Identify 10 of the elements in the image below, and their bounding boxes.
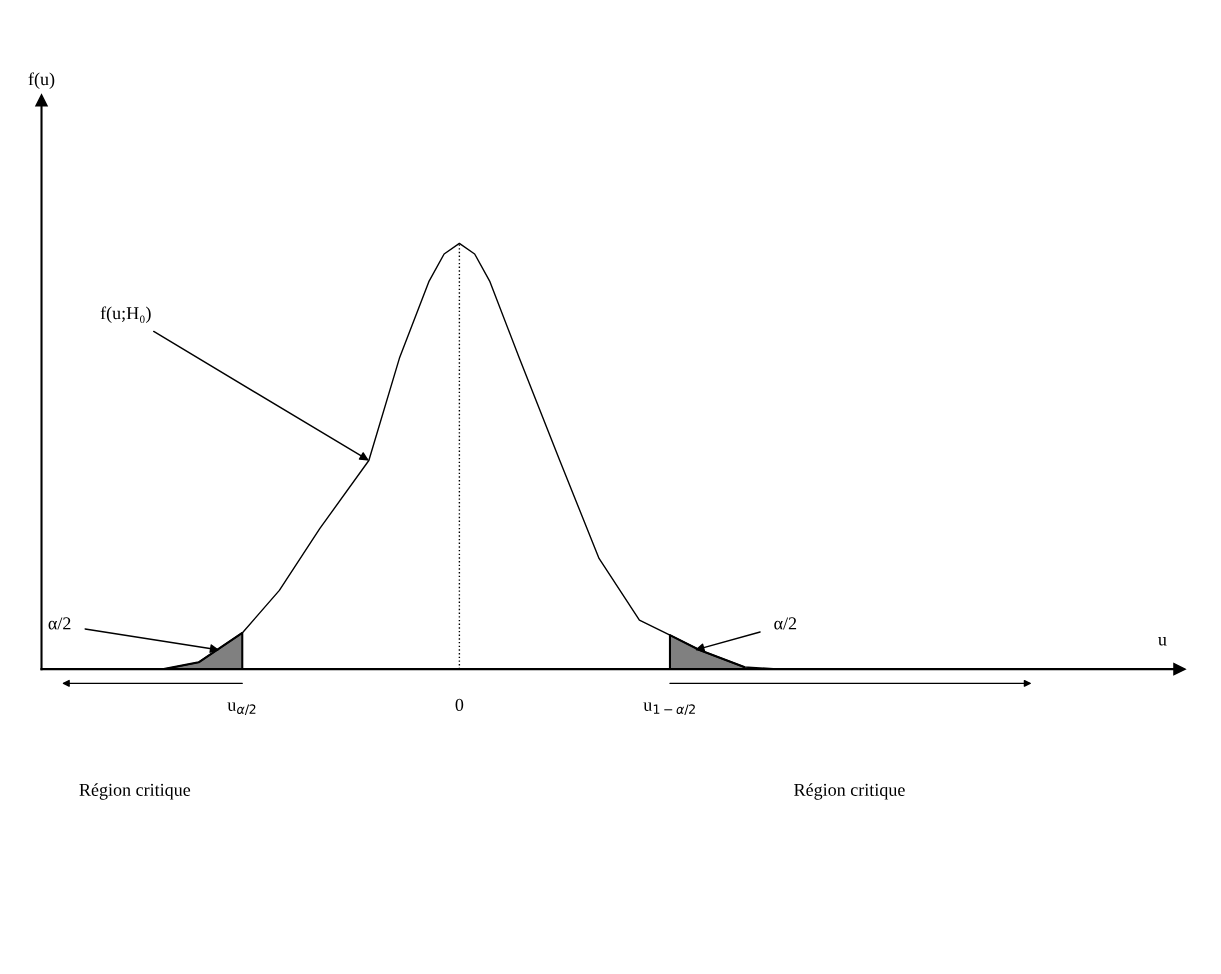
x-axis-title: u xyxy=(1158,637,1167,646)
text: Région critique xyxy=(79,783,191,800)
annotation: α/2 xyxy=(774,617,797,630)
annotation: α/2 xyxy=(48,617,71,630)
x-tick-label: u$_{α/2}$ xyxy=(227,702,256,715)
x-tick-label: u$_{1−α/2}$ xyxy=(643,702,695,715)
x-tick-label: 0 xyxy=(455,698,464,711)
text: f(u) xyxy=(28,72,55,89)
text: Région critique xyxy=(794,783,905,800)
annotation: f(u;H₀) xyxy=(100,306,151,323)
